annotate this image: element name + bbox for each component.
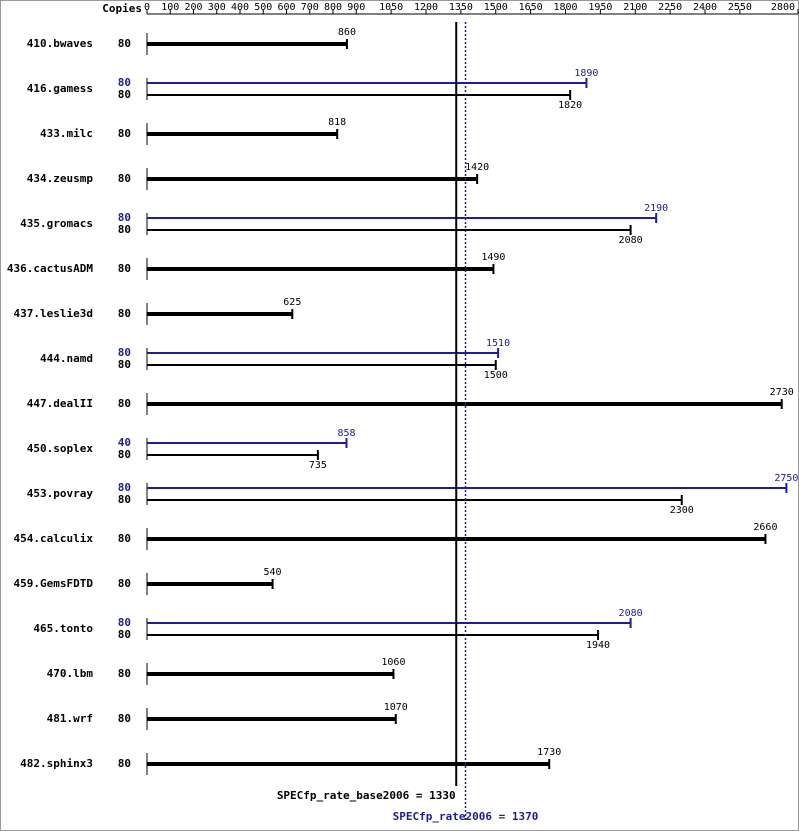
copies-header: Copies bbox=[102, 2, 142, 15]
value-label: 540 bbox=[264, 567, 282, 578]
value-label: 860 bbox=[338, 27, 356, 38]
value-label: 1940 bbox=[586, 640, 610, 651]
copies-label: 80 bbox=[118, 628, 131, 641]
value-label: 2730 bbox=[770, 387, 794, 398]
value-label: 1820 bbox=[558, 100, 582, 111]
value-label: 858 bbox=[337, 428, 355, 439]
copies-label: 80 bbox=[118, 223, 131, 236]
x-tick-label: 800 bbox=[324, 2, 342, 13]
x-tick-label: 600 bbox=[277, 2, 295, 13]
copies-label: 80 bbox=[118, 346, 131, 359]
x-tick-label: 900 bbox=[347, 2, 365, 13]
copies-label: 80 bbox=[118, 667, 131, 680]
copies-label: 40 bbox=[118, 436, 131, 449]
copies-label: 80 bbox=[118, 397, 131, 410]
benchmark-label: 465.tonto bbox=[33, 622, 93, 635]
copies-label: 80 bbox=[118, 127, 131, 140]
benchmark-label: 433.milc bbox=[40, 127, 93, 140]
copies-label: 80 bbox=[118, 262, 131, 275]
x-tick-label: 1950 bbox=[588, 2, 612, 13]
value-label: 1730 bbox=[537, 747, 561, 758]
value-label: 818 bbox=[328, 117, 346, 128]
benchmark-label: 436.cactusADM bbox=[7, 262, 93, 275]
benchmark-label: 450.soplex bbox=[27, 442, 94, 455]
x-tick-label: 1500 bbox=[484, 2, 508, 13]
value-label: 1070 bbox=[384, 702, 408, 713]
copies-label: 80 bbox=[118, 757, 131, 770]
value-label: 1490 bbox=[481, 252, 505, 263]
value-label: 2300 bbox=[670, 505, 694, 516]
x-tick-label: 200 bbox=[184, 2, 202, 13]
copies-label: 80 bbox=[118, 493, 131, 506]
x-tick-label: 0 bbox=[144, 2, 150, 13]
copies-label: 80 bbox=[118, 211, 131, 224]
copies-label: 80 bbox=[118, 88, 131, 101]
x-tick-label: 2250 bbox=[658, 2, 682, 13]
copies-label: 80 bbox=[118, 616, 131, 629]
copies-label: 80 bbox=[118, 448, 131, 461]
benchmark-label: 437.leslie3d bbox=[14, 307, 93, 320]
x-tick-label: 400 bbox=[231, 2, 249, 13]
benchmark-label: 447.dealII bbox=[27, 397, 93, 410]
x-tick-label: 1350 bbox=[449, 2, 473, 13]
value-label: 1890 bbox=[574, 68, 598, 79]
benchmark-label: 459.GemsFDTD bbox=[14, 577, 94, 590]
x-tick-label: 2100 bbox=[623, 2, 647, 13]
value-label: 1420 bbox=[465, 162, 489, 173]
x-tick-label: 2550 bbox=[728, 2, 752, 13]
x-tick-label: 1050 bbox=[379, 2, 403, 13]
copies-label: 80 bbox=[118, 577, 131, 590]
x-tick-label: 1800 bbox=[553, 2, 577, 13]
value-label: 2660 bbox=[753, 522, 777, 533]
value-label: 2750 bbox=[774, 473, 798, 484]
benchmark-label: 470.lbm bbox=[47, 667, 94, 680]
value-label: 2080 bbox=[619, 608, 643, 619]
copies-label: 80 bbox=[118, 481, 131, 494]
copies-label: 80 bbox=[118, 172, 131, 185]
reference-label: SPECfp_rate_base2006 = 1330 bbox=[277, 789, 456, 802]
benchmark-label: 444.namd bbox=[40, 352, 93, 365]
x-tick-label: 100 bbox=[161, 2, 179, 13]
value-label: 625 bbox=[283, 297, 301, 308]
benchmark-label: 453.povray bbox=[27, 487, 94, 500]
value-label: 2190 bbox=[644, 203, 668, 214]
x-tick-label: 700 bbox=[301, 2, 319, 13]
benchmark-label: 435.gromacs bbox=[20, 217, 93, 230]
value-label: 1500 bbox=[484, 370, 508, 381]
benchmark-label: 481.wrf bbox=[47, 712, 93, 725]
reference-label: SPECfp_rate2006 = 1370 bbox=[393, 810, 539, 823]
benchmark-label: 482.sphinx3 bbox=[20, 757, 93, 770]
copies-label: 80 bbox=[118, 307, 131, 320]
copies-label: 80 bbox=[118, 76, 131, 89]
copies-label: 80 bbox=[118, 712, 131, 725]
value-label: 2080 bbox=[619, 235, 643, 246]
x-tick-label: 2800 bbox=[771, 2, 795, 13]
x-tick-label: 1650 bbox=[519, 2, 543, 13]
benchmark-label: 410.bwaves bbox=[27, 37, 93, 50]
x-tick-label: 2400 bbox=[693, 2, 717, 13]
x-tick-label: 300 bbox=[208, 2, 226, 13]
copies-label: 80 bbox=[118, 37, 131, 50]
benchmark-label: 454.calculix bbox=[14, 532, 94, 545]
x-tick-label: 1200 bbox=[414, 2, 438, 13]
copies-label: 80 bbox=[118, 532, 131, 545]
benchmark-label: 416.gamess bbox=[27, 82, 93, 95]
value-label: 1060 bbox=[381, 657, 405, 668]
benchmark-label: 434.zeusmp bbox=[27, 172, 94, 185]
value-label: 735 bbox=[309, 460, 327, 471]
x-tick-label: 500 bbox=[254, 2, 272, 13]
value-label: 1510 bbox=[486, 338, 510, 349]
copies-label: 80 bbox=[118, 358, 131, 371]
